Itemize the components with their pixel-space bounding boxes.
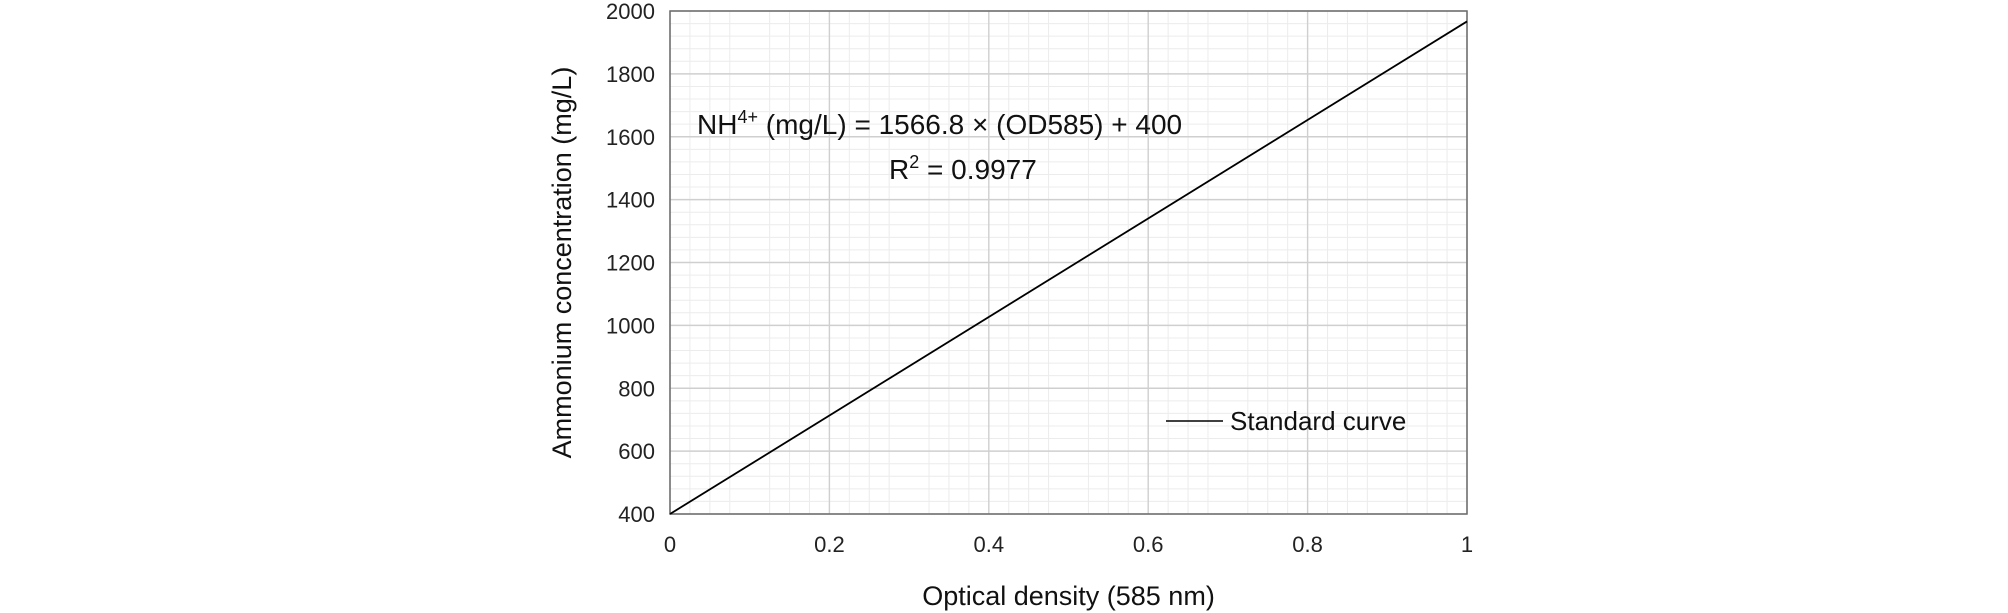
y-tick-label: 1800 [606, 62, 655, 87]
series-line-standard-curve [669, 20, 1468, 515]
y-tick-label: 400 [618, 502, 655, 527]
y-tick-label: 1200 [606, 251, 655, 276]
x-axis-title: Optical density (585 nm) [922, 581, 1215, 611]
plot-area-frame [669, 10, 1468, 515]
r2-prefix: R [889, 154, 909, 185]
y-tick-label: 1600 [606, 125, 655, 150]
series-layer [669, 20, 1468, 515]
y-axis-ticks: 400 600 800 1000 1200 1400 1600 1800 2000 [606, 0, 655, 527]
x-axis-ticks: 0 0.2 0.4 0.6 0.8 1 [664, 532, 1473, 557]
r-squared-annotation: R2 = 0.9977 [889, 152, 1037, 185]
r2-rest: = 0.9977 [919, 154, 1037, 185]
x-tick-label: 0.8 [1292, 532, 1323, 557]
y-tick-label: 600 [618, 439, 655, 464]
x-tick-label: 0 [664, 532, 676, 557]
x-tick-label: 1 [1461, 532, 1473, 557]
legend: Standard curve [1166, 406, 1406, 436]
x-tick-label: 0.2 [814, 532, 845, 557]
y-tick-label: 1000 [606, 313, 655, 338]
y-tick-label: 800 [618, 376, 655, 401]
y-tick-label: 1400 [606, 188, 655, 213]
equation-superscript: 4+ [737, 107, 758, 127]
equation-rest: (mg/L) = 1566.8 × (OD585) + 400 [758, 109, 1182, 140]
legend-label: Standard curve [1230, 406, 1406, 436]
y-tick-label: 2000 [606, 0, 655, 24]
equation-annotation: NH4+ (mg/L) = 1566.8 × (OD585) + 400 [697, 107, 1182, 140]
r2-superscript: 2 [909, 152, 919, 172]
x-tick-label: 0.6 [1133, 532, 1164, 557]
y-axis-title: Ammonium concentration (mg/L) [547, 67, 577, 459]
x-tick-label: 0.4 [974, 532, 1005, 557]
equation-prefix: NH [697, 109, 737, 140]
